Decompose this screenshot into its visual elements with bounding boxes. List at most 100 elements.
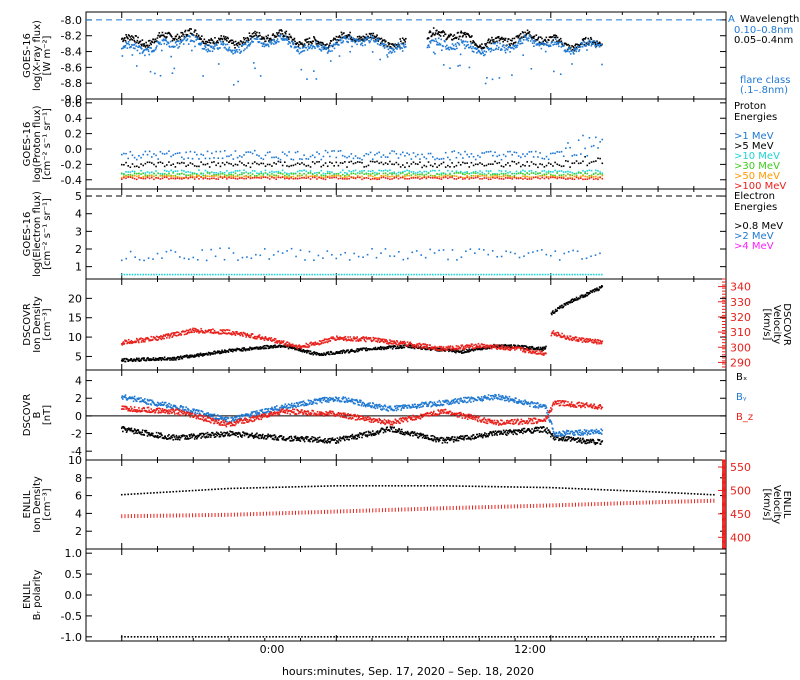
proton-point xyxy=(123,176,125,179)
xray-point xyxy=(183,36,186,38)
proton-point xyxy=(416,177,419,179)
xray-point xyxy=(587,37,590,40)
dscovr-point xyxy=(308,350,310,352)
proton-point xyxy=(161,177,164,180)
electron-point xyxy=(120,259,123,262)
xray-point xyxy=(139,40,142,43)
proton-point xyxy=(211,177,213,180)
xray-point xyxy=(352,37,355,39)
dscovr-point xyxy=(251,348,254,350)
xray-point xyxy=(436,29,438,32)
proton-point xyxy=(232,174,235,176)
proton-point xyxy=(573,162,576,164)
proton-point xyxy=(181,172,183,175)
proton-point xyxy=(215,178,217,180)
dscovr-point xyxy=(339,336,341,338)
dscovr-point xyxy=(555,310,558,312)
electron-point xyxy=(179,273,182,276)
xray-point xyxy=(339,38,341,41)
proton-point xyxy=(556,150,559,153)
proton-point xyxy=(586,164,589,167)
proton-point xyxy=(451,151,453,153)
dscovr-point xyxy=(498,344,501,347)
electron-point xyxy=(598,273,600,276)
xray-point xyxy=(537,37,540,40)
proton-point xyxy=(215,150,217,153)
dscovr-point xyxy=(598,289,600,291)
xray-point xyxy=(142,43,144,46)
xray-point xyxy=(286,39,289,41)
electron-point xyxy=(424,256,427,259)
proton-point xyxy=(397,157,400,159)
dscovr-point xyxy=(231,348,234,351)
xray-point xyxy=(271,34,274,37)
proton-point xyxy=(193,172,196,175)
dscovr-point xyxy=(135,340,138,343)
proton-point xyxy=(453,150,456,152)
dscovr-point xyxy=(482,346,485,348)
xray-point xyxy=(145,41,147,44)
xray-point xyxy=(227,49,229,52)
proton-point xyxy=(346,166,348,168)
dscovr-point xyxy=(421,348,423,350)
xray-point xyxy=(316,44,318,47)
xray-point xyxy=(578,48,581,51)
proton-point xyxy=(436,176,438,178)
dscovr-point xyxy=(489,344,492,347)
xray-point xyxy=(254,33,257,35)
xray-point xyxy=(160,49,163,52)
proton-point xyxy=(457,151,460,154)
proton-point xyxy=(494,151,496,154)
xray-point xyxy=(182,39,184,41)
proton-point xyxy=(474,163,477,166)
dscovr-point xyxy=(180,334,183,336)
xray-point xyxy=(315,78,318,80)
xray-point xyxy=(216,47,219,49)
dscovr-point xyxy=(250,334,252,337)
proton-point xyxy=(410,174,413,176)
proton-point xyxy=(571,162,574,165)
xray-point xyxy=(526,29,529,32)
xray-point xyxy=(469,36,471,38)
dscovr-point xyxy=(372,336,375,339)
xray-point xyxy=(210,46,213,49)
dscovr-point xyxy=(407,345,409,347)
xray-point xyxy=(588,44,590,46)
xray-point xyxy=(519,43,521,45)
electron-point xyxy=(465,250,467,253)
dscovr-point xyxy=(285,342,287,345)
proton-point xyxy=(386,163,389,165)
dscovr-point xyxy=(350,338,353,340)
xray-point xyxy=(221,37,223,40)
dscovr-point xyxy=(288,346,291,349)
dscovr-point xyxy=(271,340,273,342)
electron-point xyxy=(313,259,315,262)
xray-point xyxy=(221,41,224,43)
xray-point xyxy=(196,36,198,39)
dscovr-point xyxy=(464,345,467,347)
dscovr-point xyxy=(230,350,233,352)
dscovr-point xyxy=(300,350,302,352)
electron-point xyxy=(252,273,254,276)
proton-point xyxy=(509,150,511,153)
xray-point xyxy=(465,45,468,48)
proton-point xyxy=(331,175,333,177)
proton-point xyxy=(399,171,402,174)
proton-point xyxy=(384,174,387,177)
dscovr-point xyxy=(338,338,341,341)
proton-point xyxy=(496,175,498,177)
xray-point xyxy=(498,77,501,79)
proton-point xyxy=(537,177,539,179)
xray-point xyxy=(450,33,453,36)
proton-point xyxy=(477,171,479,174)
dscovr-point xyxy=(320,342,323,344)
dscovr-point xyxy=(442,347,444,349)
proton-point xyxy=(376,160,378,163)
proton-point xyxy=(339,177,342,180)
xray-point xyxy=(571,63,573,65)
proton-point xyxy=(350,171,353,173)
xray-point xyxy=(482,47,484,50)
dscovr-point xyxy=(160,338,163,341)
dscovr-point xyxy=(550,312,553,315)
dscovr-point xyxy=(225,333,228,335)
